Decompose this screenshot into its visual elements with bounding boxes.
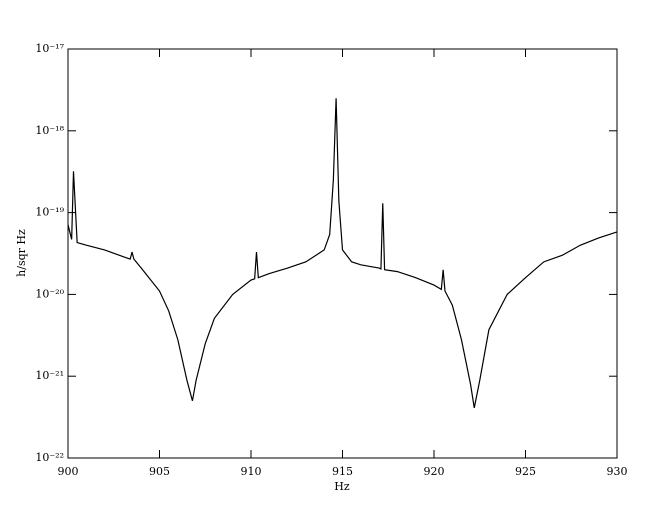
y-tick-label: 10⁻¹⁹ xyxy=(35,206,64,219)
x-tick-label: 920 xyxy=(424,465,445,478)
x-tick-label: 930 xyxy=(607,465,628,478)
y-tick-label: 10⁻²⁰ xyxy=(35,287,64,300)
x-axis-label: Hz xyxy=(334,480,350,493)
y-tick-label: 10⁻¹⁸ xyxy=(35,124,64,137)
y-axis-label: h/sqr Hz xyxy=(15,229,28,277)
x-tick-label: 910 xyxy=(241,465,262,478)
x-tick-label: 905 xyxy=(149,465,170,478)
y-tick-label: 10⁻²² xyxy=(35,451,64,464)
x-tick-label: 925 xyxy=(515,465,536,478)
data-line xyxy=(67,98,618,408)
y-tick-label: 10⁻²¹ xyxy=(35,369,64,382)
x-tick-label: 915 xyxy=(332,465,353,478)
plot-frame xyxy=(67,48,618,459)
x-tick-label: 900 xyxy=(58,465,79,478)
y-tick-label: 10⁻¹⁷ xyxy=(35,42,64,55)
